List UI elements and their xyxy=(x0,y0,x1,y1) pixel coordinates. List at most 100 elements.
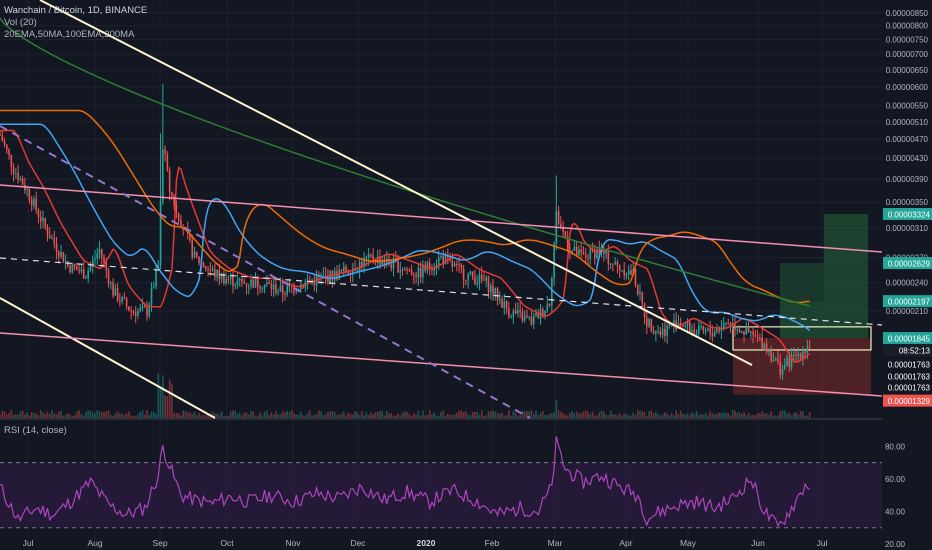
price-tag xyxy=(883,207,932,220)
volume-bar xyxy=(424,415,426,418)
volume-bar xyxy=(195,415,198,418)
candle-body xyxy=(691,329,693,332)
candle-body xyxy=(116,288,119,301)
volume-bar xyxy=(704,412,707,418)
volume-bar xyxy=(128,411,130,418)
volume-bar xyxy=(107,410,110,418)
volume-bar xyxy=(73,415,76,418)
volume-bar xyxy=(91,411,94,418)
volume-bar xyxy=(198,413,200,418)
candle-body xyxy=(370,253,372,256)
pink-channel-bottom[interactable] xyxy=(0,332,883,397)
price-tick-label: 0.00000650 xyxy=(886,66,929,75)
volume-bar xyxy=(596,415,598,418)
volume-bar xyxy=(446,413,449,418)
candle-body xyxy=(261,288,264,290)
candle-body xyxy=(257,277,259,287)
candle-body xyxy=(476,282,478,285)
candle-body xyxy=(442,256,445,265)
volume-bar xyxy=(648,411,650,418)
volume-bar xyxy=(729,415,732,418)
volume-bar xyxy=(397,413,399,418)
candle-body xyxy=(474,277,476,285)
candle-body xyxy=(670,324,673,327)
candle-body xyxy=(365,257,368,259)
candle-body xyxy=(718,328,720,331)
candle-body xyxy=(53,238,56,244)
volume-bar xyxy=(702,415,705,418)
candle-body xyxy=(44,217,47,228)
volume-bar xyxy=(426,414,429,418)
candle-body xyxy=(641,291,644,304)
candle-body xyxy=(272,284,275,290)
candle-body xyxy=(456,264,458,266)
volume-bar xyxy=(526,411,528,418)
candle-body xyxy=(46,227,49,236)
white-downtrend-line[interactable] xyxy=(39,0,753,366)
candle-body xyxy=(55,243,58,252)
volume-bar xyxy=(612,414,614,418)
candle-body xyxy=(30,199,33,206)
candle-body xyxy=(664,328,666,336)
volume-bar xyxy=(487,411,490,418)
candle-body xyxy=(404,268,406,271)
candle-body xyxy=(238,278,241,281)
ema-legend[interactable]: 20EMA,50MA,100EMA,200MA xyxy=(4,29,135,40)
candle-body xyxy=(220,273,223,280)
candle-body xyxy=(229,276,232,280)
candle-body xyxy=(385,258,388,265)
white-dashed-midline[interactable] xyxy=(0,257,883,326)
volume-bar xyxy=(521,410,524,418)
candle-body xyxy=(225,278,227,283)
candle-body xyxy=(725,323,727,325)
candle-body xyxy=(462,268,465,281)
candle-body xyxy=(112,282,114,296)
volume-bar xyxy=(587,411,589,418)
trend-lines[interactable] xyxy=(0,0,883,419)
candle-body xyxy=(8,149,10,155)
volume-bar xyxy=(116,411,119,418)
pink-channel-top[interactable] xyxy=(0,184,883,253)
volume-bar xyxy=(96,410,99,418)
volume-bar xyxy=(727,413,730,418)
candle-body xyxy=(675,320,677,330)
volume-bar xyxy=(779,411,782,418)
candle-body xyxy=(523,315,526,321)
candle-body xyxy=(743,331,745,335)
candle-body xyxy=(419,267,422,278)
volume-bar xyxy=(422,410,424,418)
candle-body xyxy=(270,284,273,290)
volume-bar xyxy=(627,415,630,418)
volume-bar xyxy=(469,415,472,418)
volume-bar xyxy=(8,413,10,418)
candle-body xyxy=(779,361,782,375)
time-tick-label: Apr xyxy=(619,538,632,548)
candle-body xyxy=(406,268,408,270)
price-tick-label: 0.00000700 xyxy=(886,50,929,59)
volume-bar xyxy=(200,415,203,418)
volume-bar xyxy=(460,410,463,418)
candle-body xyxy=(15,173,17,175)
candle-body xyxy=(21,178,24,185)
rsi-legend[interactable]: RSI (14, close) xyxy=(4,425,67,436)
volume-bar xyxy=(309,410,311,418)
volume-legend[interactable]: Vol (20) xyxy=(4,17,37,28)
candle-body xyxy=(198,256,200,264)
volume-bar xyxy=(60,411,62,418)
candle-body xyxy=(171,192,173,196)
volume-bar xyxy=(636,410,639,418)
volume-bar xyxy=(19,411,22,418)
volume-bar xyxy=(232,410,234,418)
candle-body xyxy=(173,195,175,206)
candle-body xyxy=(659,331,662,335)
volume-bar xyxy=(519,415,521,418)
candle-body xyxy=(121,297,123,302)
candle-body xyxy=(119,300,121,302)
candle-body xyxy=(381,261,383,265)
white-lower-line[interactable] xyxy=(0,297,216,419)
volume-bar xyxy=(557,410,560,418)
purple-dashed-line[interactable] xyxy=(0,125,531,419)
volume-bar xyxy=(783,410,786,418)
symbol-title[interactable]: Wanchain / Bitcoin, 1D, BINANCE xyxy=(4,5,148,16)
